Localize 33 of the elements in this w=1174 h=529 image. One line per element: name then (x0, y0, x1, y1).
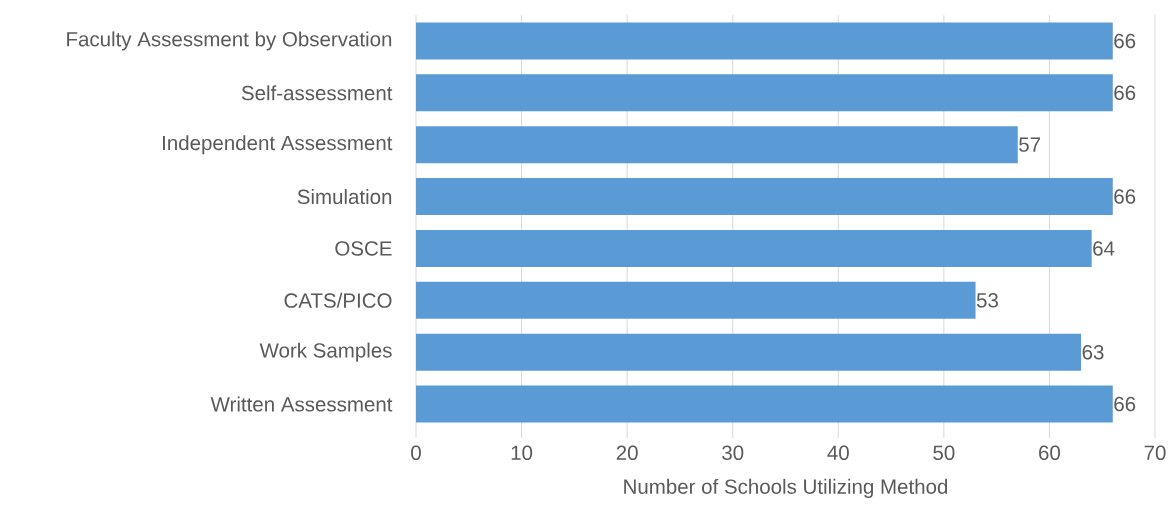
x-tick-label: 20 (616, 445, 638, 461)
x-tick-label: 60 (1039, 445, 1061, 461)
data-label: 66 (1114, 189, 1136, 204)
bar (416, 281, 976, 319)
x-tick-label: 0 (411, 445, 421, 461)
data-label: 66 (1114, 85, 1136, 101)
data-label: 64 (1093, 241, 1115, 256)
bar (416, 178, 1113, 216)
y-tick-label: Written Assessment (210, 396, 393, 412)
data-label: 66 (1114, 396, 1136, 412)
bar (416, 22, 1113, 60)
bar (416, 385, 1113, 423)
x-tick-label: 70 (1144, 445, 1166, 461)
x-tick-label: 10 (511, 445, 533, 461)
x-tick-label: 40 (827, 445, 849, 461)
y-tick-label: CATS/PICO (284, 292, 392, 308)
y-tick-label: Independent Assessment (163, 135, 393, 155)
x-tick-label: 30 (722, 445, 744, 461)
x-tick-label: 50 (933, 445, 955, 461)
y-tick-label: Work Samples (259, 342, 392, 362)
data-label: 53 (976, 293, 998, 308)
bar (416, 229, 1092, 267)
y-tick-label: OSCE (335, 241, 392, 256)
bar (416, 74, 1113, 112)
bar (416, 333, 1082, 371)
data-label: 66 (1114, 33, 1136, 49)
x-axis-title: Number of Schools Utilizing Method (624, 478, 948, 498)
data-label: 57 (1019, 137, 1041, 152)
y-tick-label: Simulation (297, 189, 392, 205)
data-label: 63 (1082, 344, 1104, 360)
y-tick-label: Faculty Assessment by Observation (67, 31, 392, 51)
bar (416, 126, 1018, 164)
y-tick-label: Self-assessment (241, 85, 393, 101)
